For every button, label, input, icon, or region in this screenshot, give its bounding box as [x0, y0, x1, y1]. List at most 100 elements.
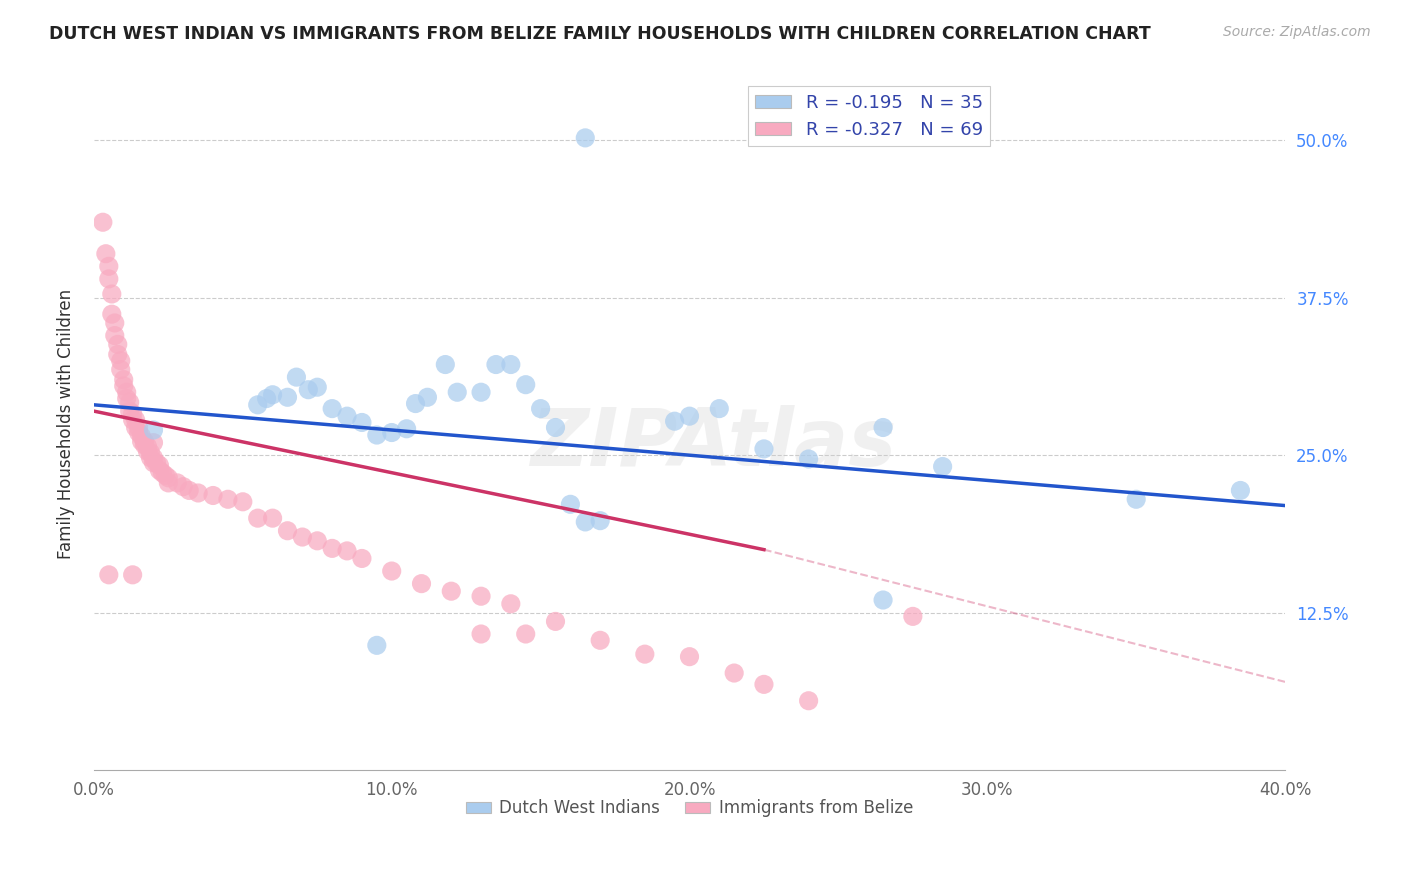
Point — [115, 385, 138, 400]
Point — [470, 385, 492, 400]
Point — [276, 390, 298, 404]
Point — [157, 475, 180, 490]
Point — [112, 373, 135, 387]
Point — [515, 377, 537, 392]
Point — [128, 425, 150, 440]
Point — [574, 515, 596, 529]
Point — [515, 627, 537, 641]
Point — [148, 458, 170, 473]
Point — [107, 347, 129, 361]
Point — [91, 215, 114, 229]
Point — [297, 383, 319, 397]
Point — [97, 567, 120, 582]
Point — [97, 260, 120, 274]
Point — [202, 488, 225, 502]
Point — [931, 459, 953, 474]
Point — [134, 438, 156, 452]
Point — [131, 434, 153, 449]
Point — [246, 398, 269, 412]
Point — [544, 420, 567, 434]
Point — [217, 492, 239, 507]
Point — [499, 597, 522, 611]
Point — [440, 584, 463, 599]
Y-axis label: Family Households with Children: Family Households with Children — [58, 289, 75, 558]
Point — [124, 413, 146, 427]
Point — [664, 414, 686, 428]
Point — [148, 463, 170, 477]
Point — [381, 425, 404, 440]
Point — [411, 576, 433, 591]
Point — [797, 452, 820, 467]
Point — [128, 420, 150, 434]
Point — [470, 589, 492, 603]
Point — [574, 131, 596, 145]
Point — [381, 564, 404, 578]
Point — [256, 392, 278, 406]
Point — [172, 480, 194, 494]
Point — [187, 486, 209, 500]
Text: Source: ZipAtlas.com: Source: ZipAtlas.com — [1223, 25, 1371, 39]
Point — [131, 429, 153, 443]
Point — [94, 246, 117, 260]
Point — [118, 404, 141, 418]
Point — [709, 401, 731, 416]
Point — [560, 497, 582, 511]
Point — [145, 456, 167, 470]
Point — [321, 401, 343, 416]
Point — [1125, 492, 1147, 507]
Point — [416, 390, 439, 404]
Point — [262, 511, 284, 525]
Point — [104, 316, 127, 330]
Point — [276, 524, 298, 538]
Point — [901, 609, 924, 624]
Point — [321, 541, 343, 556]
Point — [136, 439, 159, 453]
Point — [499, 358, 522, 372]
Point — [166, 475, 188, 490]
Point — [1229, 483, 1251, 498]
Point — [366, 428, 388, 442]
Point — [101, 307, 124, 321]
Point — [446, 385, 468, 400]
Point — [142, 435, 165, 450]
Point — [336, 544, 359, 558]
Point — [134, 434, 156, 449]
Point — [155, 468, 177, 483]
Point — [121, 407, 143, 421]
Point — [179, 483, 201, 498]
Point — [118, 395, 141, 409]
Point — [285, 370, 308, 384]
Point — [110, 353, 132, 368]
Point — [678, 649, 700, 664]
Point — [104, 328, 127, 343]
Point — [124, 420, 146, 434]
Point — [752, 442, 775, 456]
Point — [246, 511, 269, 525]
Point — [97, 272, 120, 286]
Point — [115, 392, 138, 406]
Point — [307, 533, 329, 548]
Point — [366, 638, 388, 652]
Point — [589, 633, 612, 648]
Text: ZIPAtlas: ZIPAtlas — [530, 406, 897, 483]
Point — [136, 444, 159, 458]
Point — [291, 530, 314, 544]
Point — [872, 420, 894, 434]
Point — [142, 450, 165, 465]
Point — [350, 416, 373, 430]
Point — [232, 495, 254, 509]
Point — [752, 677, 775, 691]
Point — [405, 396, 427, 410]
Point — [723, 666, 745, 681]
Point — [142, 423, 165, 437]
Point — [139, 450, 162, 465]
Point — [142, 456, 165, 470]
Point — [530, 401, 553, 416]
Point — [157, 471, 180, 485]
Text: DUTCH WEST INDIAN VS IMMIGRANTS FROM BELIZE FAMILY HOUSEHOLDS WITH CHILDREN CORR: DUTCH WEST INDIAN VS IMMIGRANTS FROM BEL… — [49, 25, 1152, 43]
Point — [634, 647, 657, 661]
Point — [121, 413, 143, 427]
Point — [395, 422, 418, 436]
Point — [262, 388, 284, 402]
Point — [470, 627, 492, 641]
